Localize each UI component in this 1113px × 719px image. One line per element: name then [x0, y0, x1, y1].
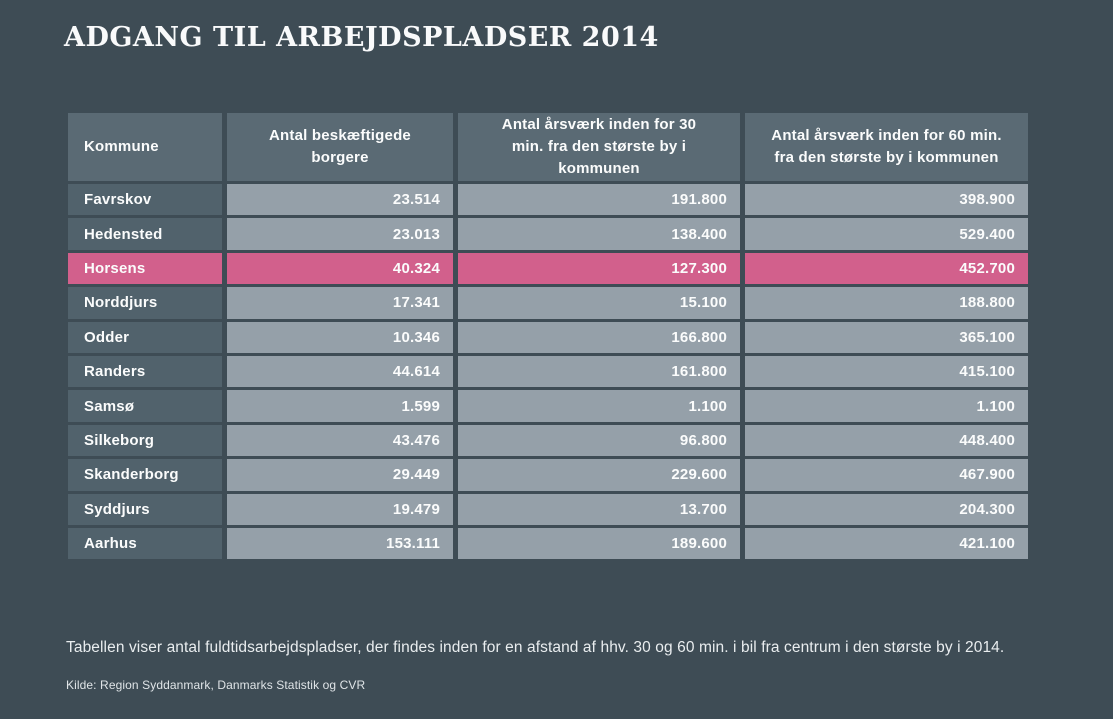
- workplace-access-table: Kommune Antal beskæftigede borgere Antal…: [68, 113, 1028, 560]
- page-title: ADGANG TIL ARBEJDSPLADSER 2014: [64, 22, 659, 53]
- column-header-beskaeftigede: Antal beskæftigede borgere: [227, 113, 453, 181]
- table-row-kommune: Skanderborg: [68, 459, 222, 491]
- table-row-value: 19.479: [227, 493, 453, 525]
- table-row-value: 161.800: [458, 355, 740, 388]
- table-row-value: 29.449: [227, 459, 453, 491]
- table-row-value: 43.476: [227, 424, 453, 457]
- table-row-kommune: Syddjurs: [68, 493, 222, 525]
- table-row-value: 188.800: [745, 287, 1028, 319]
- table-row-value: 10.346: [227, 321, 453, 353]
- table-row-value: 40.324: [227, 252, 453, 285]
- table-row-value: 153.111: [227, 527, 453, 560]
- table-row-kommune: Norddjurs: [68, 287, 222, 319]
- table-row-value: 1.100: [458, 390, 740, 422]
- table-row-kommune: Hedensted: [68, 218, 222, 250]
- table-row-value: 189.600: [458, 527, 740, 560]
- table-row-value: 191.800: [458, 184, 740, 216]
- table-row-value: 204.300: [745, 493, 1028, 525]
- table-row-value: 452.700: [745, 252, 1028, 285]
- table-row-value: 467.900: [745, 459, 1028, 491]
- table-row-value: 96.800: [458, 424, 740, 457]
- table-row-kommune: Aarhus: [68, 527, 222, 560]
- table-row-value: 166.800: [458, 321, 740, 353]
- table-row-value: 15.100: [458, 287, 740, 319]
- table-row-kommune: Favrskov: [68, 184, 222, 216]
- table-row-value: 138.400: [458, 218, 740, 250]
- table-row-value: 448.400: [745, 424, 1028, 457]
- table-row-value: 529.400: [745, 218, 1028, 250]
- table-row-kommune: Randers: [68, 355, 222, 388]
- column-header-aarsvaerk-60min: Antal årsværk inden for 60 min. fra den …: [745, 113, 1028, 181]
- table-row-kommune: Silkeborg: [68, 424, 222, 457]
- table-row-kommune: Odder: [68, 321, 222, 353]
- table-row-value: 23.013: [227, 218, 453, 250]
- table-row-value: 17.341: [227, 287, 453, 319]
- table-row-value: 23.514: [227, 184, 453, 216]
- table-row-value: 44.614: [227, 355, 453, 388]
- table-row-value: 13.700: [458, 493, 740, 525]
- table-row-value: 127.300: [458, 252, 740, 285]
- table-row-value: 365.100: [745, 321, 1028, 353]
- table-row-value: 229.600: [458, 459, 740, 491]
- table-row-value: 1.599: [227, 390, 453, 422]
- table-row-kommune: Horsens: [68, 252, 222, 285]
- table-footnote: Tabellen viser antal fuldtidsarbejdsplad…: [66, 639, 1005, 656]
- table-row-value: 421.100: [745, 527, 1028, 560]
- table-row-value: 1.100: [745, 390, 1028, 422]
- table-row-kommune: Samsø: [68, 390, 222, 422]
- table-row-value: 415.100: [745, 355, 1028, 388]
- table-row-value: 398.900: [745, 184, 1028, 216]
- column-header-aarsvaerk-30min: Antal årsværk inden for 30 min. fra den …: [458, 113, 740, 181]
- source-credit: Kilde: Region Syddanmark, Danmarks Stati…: [66, 678, 366, 692]
- column-header-kommune: Kommune: [68, 113, 222, 181]
